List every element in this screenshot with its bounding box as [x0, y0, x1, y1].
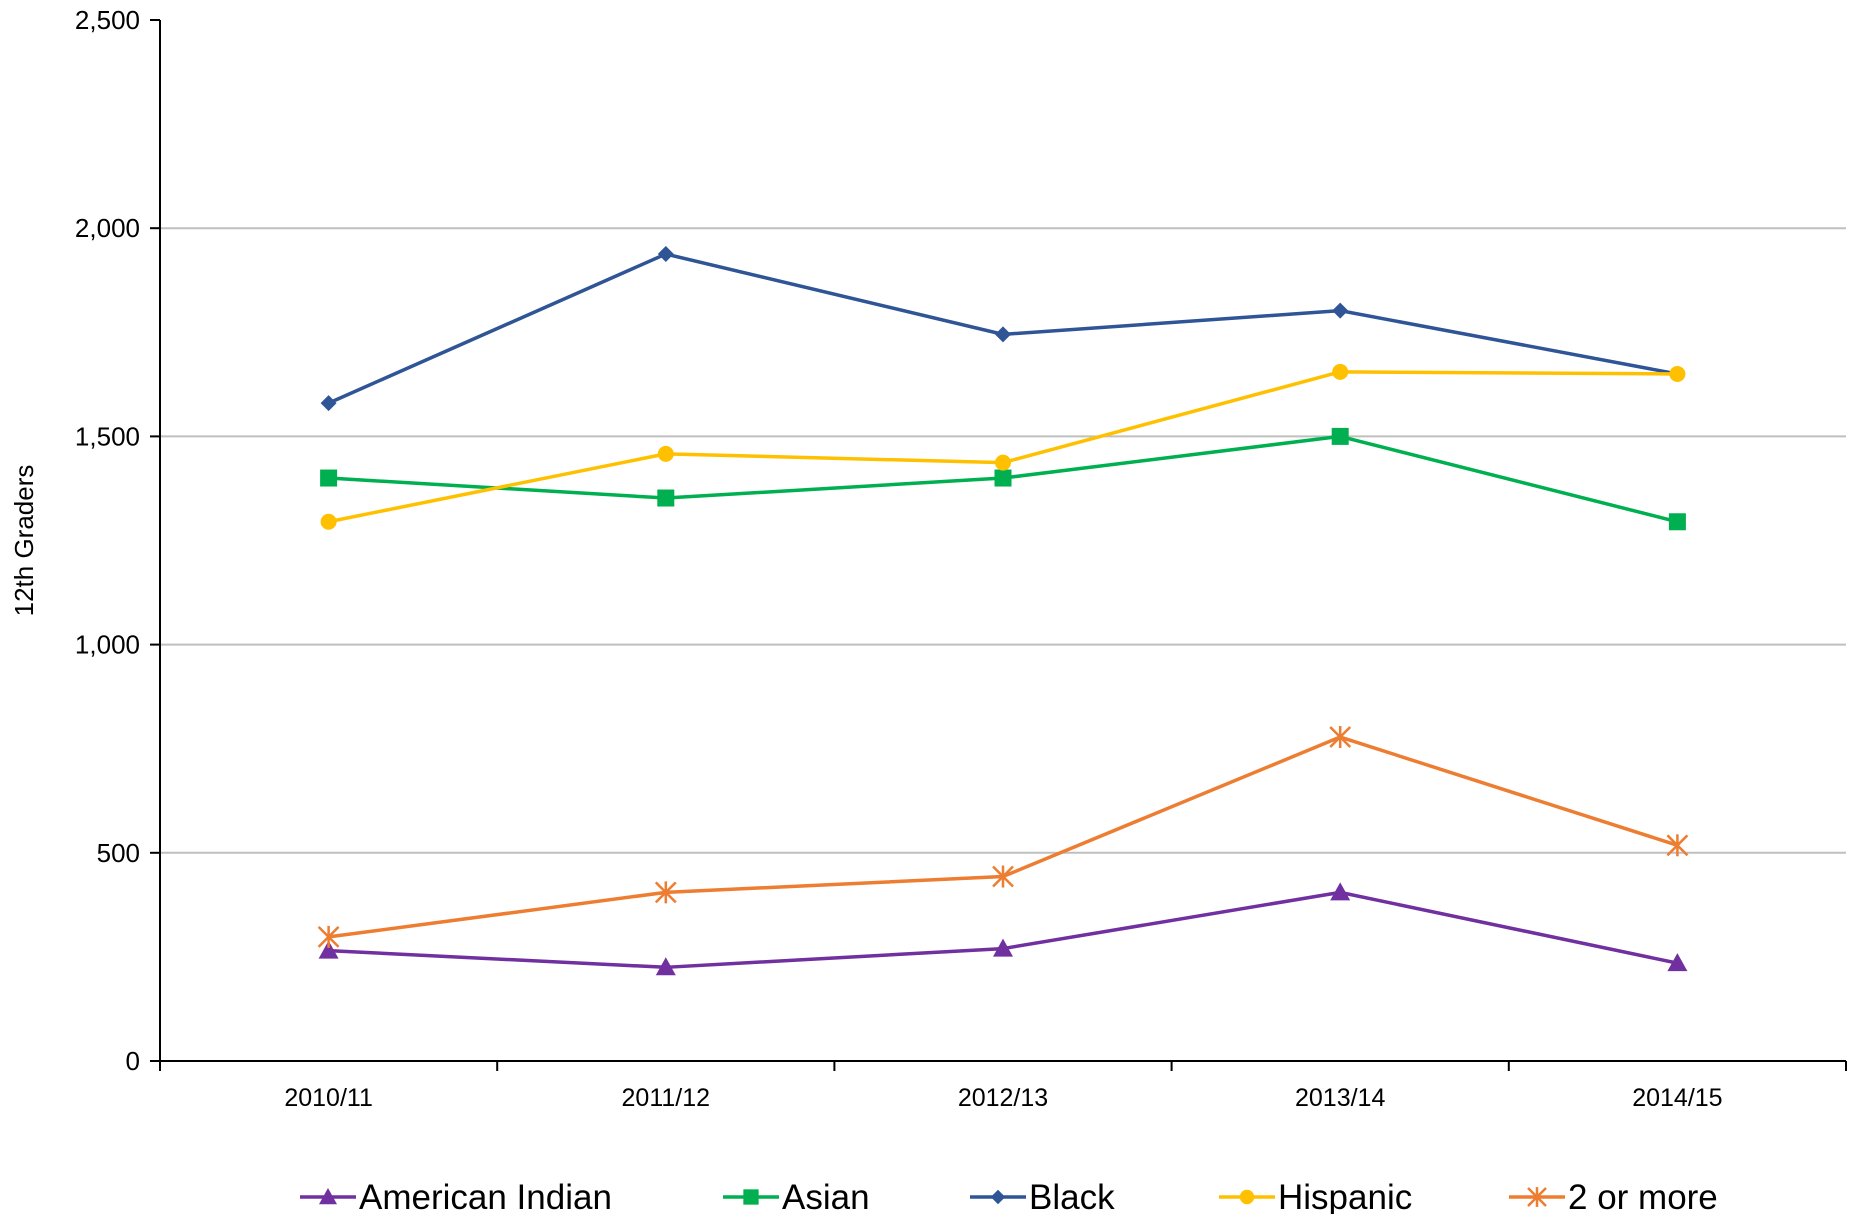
- y-tick-label: 1,000: [75, 630, 140, 660]
- data-point-black: [1332, 302, 1349, 319]
- data-point-american-indian: [1667, 953, 1688, 972]
- data-point-2-or-more: [654, 881, 677, 904]
- legend-marker-black: [990, 1189, 1006, 1205]
- data-point-american-indian: [993, 938, 1013, 957]
- x-tick-label: 2013/14: [1295, 1084, 1385, 1112]
- data-point-asian: [1331, 427, 1349, 445]
- data-point-hispanic: [657, 445, 674, 462]
- y-tick-label: 1,500: [75, 421, 140, 451]
- data-point-hispanic: [1332, 363, 1349, 380]
- data-point-2-or-more: [1666, 834, 1689, 857]
- data-point-asian: [657, 489, 675, 507]
- data-point-2-or-more: [1329, 726, 1352, 749]
- data-point-asian: [320, 469, 338, 487]
- legend-label-asian: Asian: [782, 1178, 870, 1214]
- y-tick-label: 0: [126, 1046, 140, 1076]
- legend-marker-2-or-more: [1527, 1187, 1547, 1207]
- x-tick-label: 2011/12: [622, 1084, 711, 1112]
- series-lines: [317, 246, 1689, 976]
- x-tick-label: 2012/13: [958, 1084, 1048, 1112]
- axes: [150, 19, 1847, 1071]
- data-point-hispanic: [995, 454, 1011, 471]
- data-point-american-indian: [655, 957, 676, 976]
- series-line-2-or-more: [328, 735, 1678, 939]
- legend-label-hispanic: Hispanic: [1278, 1178, 1412, 1214]
- data-point-black: [657, 246, 674, 263]
- data-point-american-indian: [1330, 882, 1351, 901]
- data-point-asian: [994, 469, 1012, 487]
- legend-marker-american-indian: [319, 1188, 337, 1205]
- legend-marker-hispanic: [1239, 1189, 1255, 1205]
- data-point-american-indian: [318, 940, 339, 959]
- data-point-black: [320, 395, 337, 412]
- tick-labels: 0 500 1,000 1,500 2,000 2,500 2010/11 2011/12 20…: [75, 5, 1723, 1112]
- legend: American Indian Asian Black Hispanic 2 or mo…: [300, 1178, 1718, 1214]
- legend-marker-asian: [743, 1189, 759, 1205]
- data-point-2-or-more: [317, 925, 340, 948]
- legend-label-american-indian: American Indian: [359, 1178, 612, 1214]
- x-tick-label: 2010/11: [284, 1084, 373, 1112]
- x-tick-label: 2014/15: [1632, 1084, 1722, 1112]
- y-axis-label: 12th Graders: [9, 465, 39, 617]
- data-point-hispanic: [320, 513, 337, 530]
- data-point-2-or-more: [992, 865, 1014, 888]
- y-tick-label: 2,000: [75, 213, 140, 243]
- data-point-asian: [1668, 513, 1686, 531]
- y-tick-label: 500: [97, 838, 140, 868]
- legend-label-black: Black: [1029, 1178, 1115, 1214]
- series-line-hispanic: [328, 370, 1678, 524]
- data-point-hispanic: [1669, 365, 1686, 382]
- legend-label-2-or-more: 2 or more: [1568, 1178, 1718, 1214]
- data-point-black: [995, 326, 1011, 343]
- gridlines: [160, 227, 1846, 854]
- y-tick-label: 2,500: [75, 5, 140, 35]
